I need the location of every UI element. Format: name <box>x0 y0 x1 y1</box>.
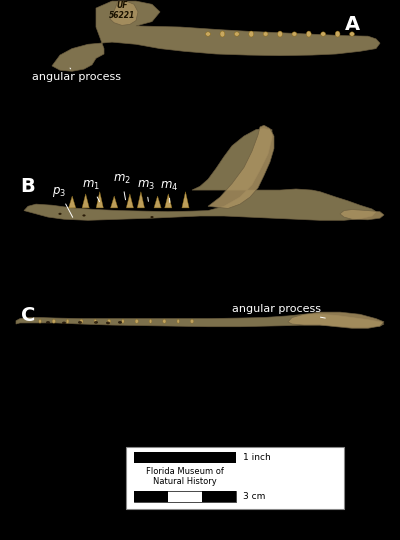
Ellipse shape <box>234 32 239 36</box>
Polygon shape <box>137 192 144 208</box>
Ellipse shape <box>220 31 225 37</box>
Polygon shape <box>110 1 138 25</box>
Ellipse shape <box>350 32 354 36</box>
Ellipse shape <box>150 216 154 218</box>
Ellipse shape <box>122 319 124 323</box>
Ellipse shape <box>149 319 152 323</box>
Ellipse shape <box>335 31 340 37</box>
Text: 3 cm: 3 cm <box>243 492 266 501</box>
Text: $m_1$: $m_1$ <box>82 179 100 201</box>
Text: $m_3$: $m_3$ <box>137 179 155 201</box>
Polygon shape <box>16 314 384 327</box>
Ellipse shape <box>58 213 62 215</box>
Text: angular process: angular process <box>32 68 121 82</box>
Ellipse shape <box>135 319 138 323</box>
Bar <box>134 491 168 502</box>
Text: $m_2$: $m_2$ <box>113 173 131 200</box>
Ellipse shape <box>108 319 111 323</box>
Ellipse shape <box>206 32 210 36</box>
Ellipse shape <box>321 32 326 36</box>
Ellipse shape <box>190 319 194 323</box>
Bar <box>134 491 236 502</box>
Bar <box>134 452 236 463</box>
Ellipse shape <box>62 321 66 324</box>
Ellipse shape <box>278 31 282 37</box>
Ellipse shape <box>52 319 56 323</box>
Polygon shape <box>52 1 380 71</box>
Ellipse shape <box>118 321 122 323</box>
Ellipse shape <box>82 214 86 217</box>
Ellipse shape <box>94 321 98 323</box>
Text: UF
56221: UF 56221 <box>109 1 135 21</box>
Text: $p_3$: $p_3$ <box>52 185 73 217</box>
Polygon shape <box>165 194 172 208</box>
Text: C: C <box>21 306 35 326</box>
Ellipse shape <box>163 319 166 323</box>
Ellipse shape <box>106 321 110 324</box>
Bar <box>126 447 344 509</box>
Text: 1 inch: 1 inch <box>243 453 271 462</box>
Ellipse shape <box>78 321 82 323</box>
Ellipse shape <box>263 32 268 36</box>
Polygon shape <box>111 196 118 208</box>
Polygon shape <box>24 129 376 220</box>
Polygon shape <box>154 196 161 208</box>
Ellipse shape <box>306 31 311 37</box>
Text: $m_4$: $m_4$ <box>160 180 178 202</box>
Polygon shape <box>82 194 89 208</box>
Text: A: A <box>344 15 360 34</box>
Ellipse shape <box>177 319 179 323</box>
Polygon shape <box>208 125 274 208</box>
Polygon shape <box>182 192 189 208</box>
Polygon shape <box>68 196 76 208</box>
Text: B: B <box>21 177 35 196</box>
Bar <box>168 491 202 502</box>
Text: Florida Museum of
Natural History: Florida Museum of Natural History <box>146 467 224 486</box>
Ellipse shape <box>39 319 41 323</box>
Ellipse shape <box>94 319 96 323</box>
Ellipse shape <box>80 319 83 323</box>
Ellipse shape <box>292 32 297 36</box>
Polygon shape <box>340 210 384 220</box>
Ellipse shape <box>249 31 254 37</box>
Ellipse shape <box>46 321 50 323</box>
Ellipse shape <box>66 319 69 323</box>
Bar <box>202 491 236 502</box>
Polygon shape <box>96 192 103 208</box>
Polygon shape <box>288 312 384 328</box>
Polygon shape <box>126 194 134 208</box>
Text: angular process: angular process <box>232 304 325 318</box>
